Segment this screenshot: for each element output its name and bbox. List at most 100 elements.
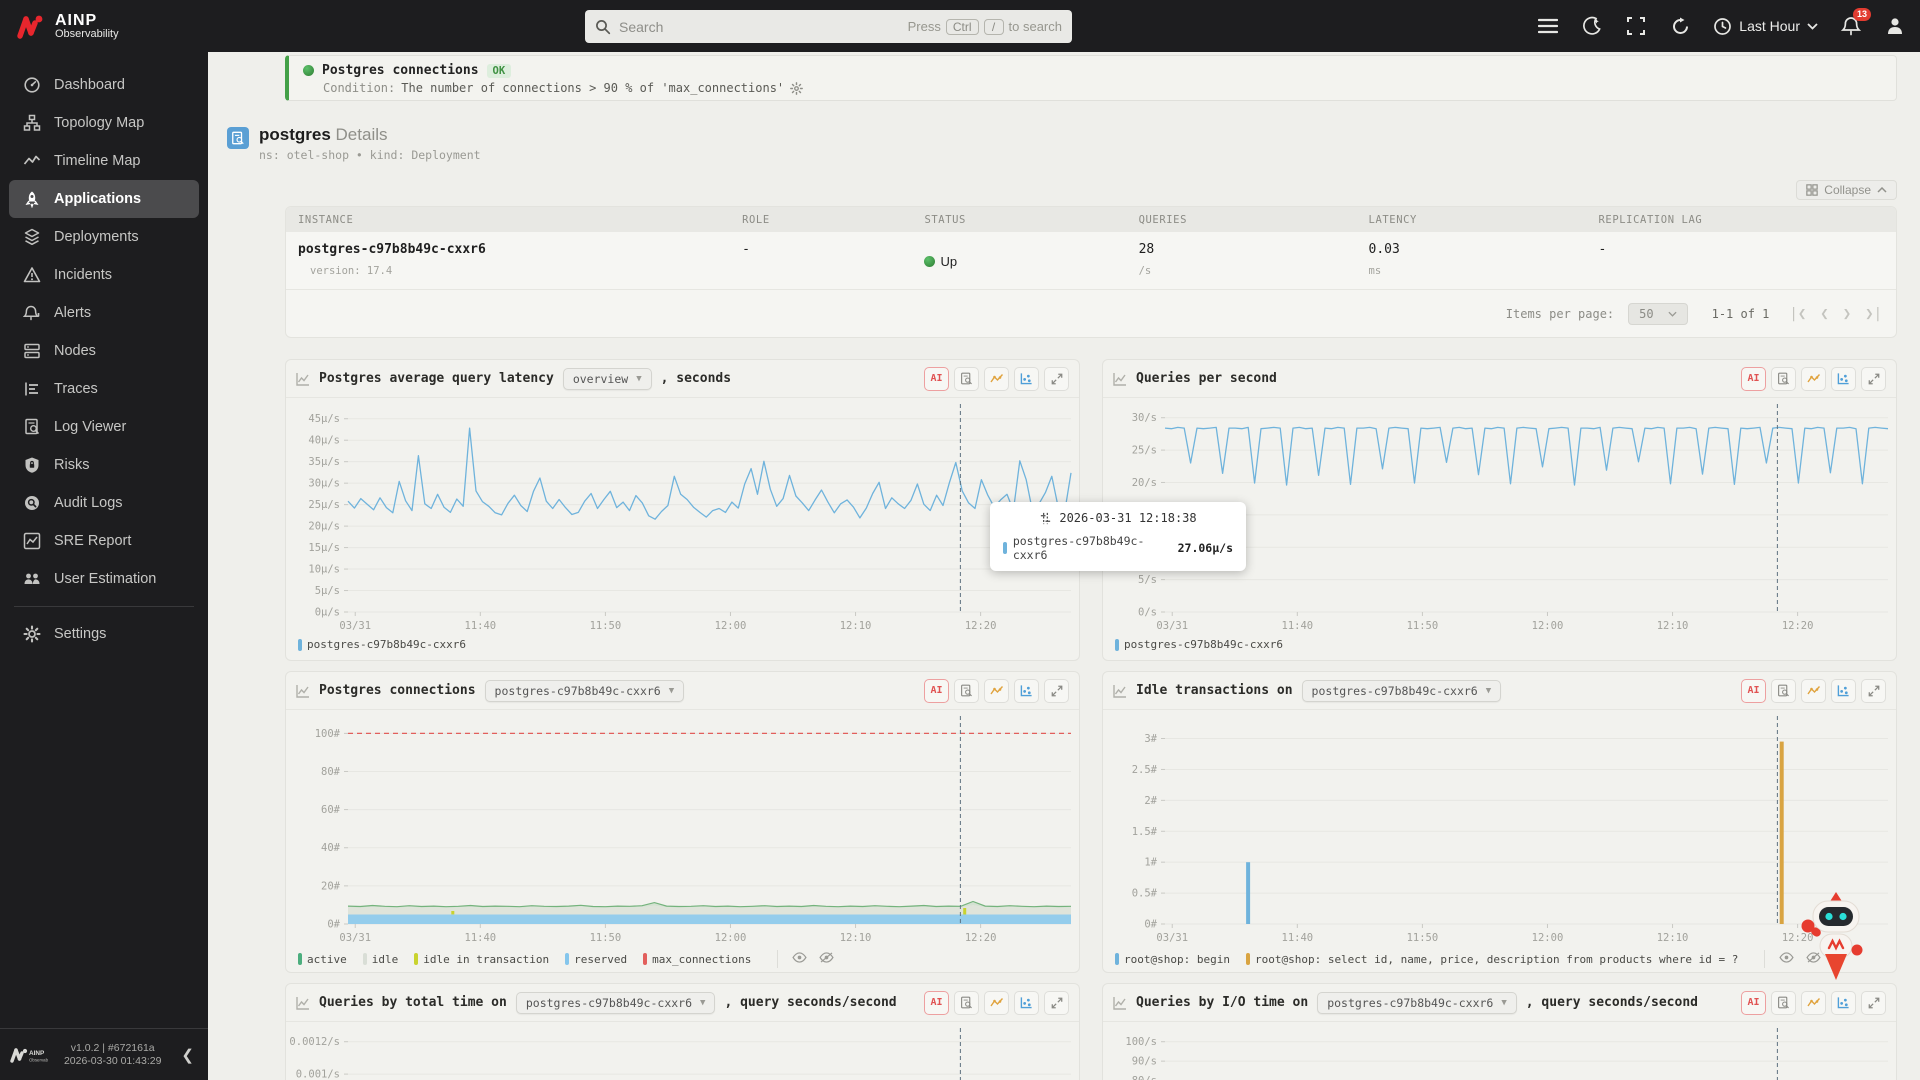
col-queries: QUERIES — [1138, 213, 1188, 226]
page-size-select[interactable]: 50 — [1628, 302, 1688, 325]
show-all-icon[interactable] — [792, 950, 808, 968]
sidebar-item-dashboard[interactable]: Dashboard — [9, 66, 199, 104]
refresh-icon[interactable] — [1669, 15, 1691, 37]
table-row[interactable]: postgres-c97b8b49c-cxxr6 version: 17.4 -… — [286, 232, 1896, 290]
assistant-robot-mascot[interactable] — [1799, 890, 1873, 999]
hide-all-icon[interactable] — [1806, 950, 1822, 968]
expand-button[interactable] — [1861, 678, 1886, 703]
last-page-button[interactable]: ❯| — [1865, 305, 1882, 322]
chart-plot-area[interactable]: 0/s0.0002/s0.0004/s0.0006/s0.0008/s0.001… — [286, 1022, 1079, 1080]
chart-scope-dropdown[interactable]: postgres-c97b8b49c-cxxr6 ▼ — [484, 679, 685, 702]
legend-item[interactable]: active — [298, 953, 347, 966]
scatter-view-button[interactable] — [1831, 990, 1856, 1015]
time-range-selector[interactable]: Last Hour — [1713, 17, 1818, 36]
svg-text:0.001/s: 0.001/s — [296, 1069, 340, 1080]
related-logs-button[interactable] — [954, 990, 979, 1015]
show-all-icon[interactable] — [1779, 950, 1795, 968]
menu-icon[interactable] — [1537, 15, 1559, 37]
ai-explain-button[interactable]: AI — [1741, 366, 1766, 391]
settings-icon — [23, 625, 41, 643]
legend-item[interactable]: max_connections — [643, 953, 751, 966]
chart-plot-area[interactable]: 0/s5/s10/s15/s20/s25/s30/s03/3111:4011:5… — [1103, 398, 1896, 634]
sidebar-item-log-viewer[interactable]: Log Viewer — [9, 408, 199, 446]
dark-mode-icon[interactable] — [1581, 15, 1603, 37]
related-logs-button[interactable] — [1771, 990, 1796, 1015]
sidebar-item-audit-logs[interactable]: Audit Logs — [9, 484, 199, 522]
anomaly-detection-button[interactable] — [1801, 678, 1826, 703]
fullscreen-icon[interactable] — [1625, 15, 1647, 37]
ai-explain-button[interactable]: AI — [924, 990, 949, 1015]
chart-scope-dropdown[interactable]: postgres-c97b8b49c-cxxr6 ▼ — [515, 991, 716, 1014]
scatter-view-button[interactable] — [1831, 366, 1856, 391]
chart-plot-area[interactable]: 0µ/s 5µ/s 10µ/s 15µ/s 20µ/s 25µ/s 30µ/s 35µ/s 40… — [286, 398, 1079, 634]
sidebar-item-incidents[interactable]: Incidents — [9, 256, 199, 294]
hide-all-icon[interactable] — [819, 950, 835, 968]
expand-button[interactable] — [1861, 366, 1886, 391]
scatter-view-button[interactable] — [1014, 678, 1039, 703]
sidebar-item-timeline-map[interactable]: Timeline Map — [9, 142, 199, 180]
chart-plot-area[interactable]: 0/s10/s20/s30/s40/s50/s60/s70/s80/s90/s1… — [1103, 1022, 1896, 1080]
sidebar-item-nodes[interactable]: Nodes — [9, 332, 199, 370]
anomaly-detection-button[interactable] — [1801, 990, 1826, 1015]
notifications-bell-icon[interactable]: 13 — [1840, 8, 1871, 37]
svg-text:0#: 0# — [327, 919, 340, 931]
first-page-button[interactable]: |❮ — [1789, 305, 1807, 322]
chart-scope-dropdown[interactable]: postgres-c97b8b49c-cxxr6 ▼ — [1317, 991, 1517, 1014]
deployments-icon — [23, 228, 41, 246]
instance-name[interactable]: postgres-c97b8b49c-cxxr6 — [298, 242, 486, 257]
collapse-button[interactable]: Collapse — [1796, 180, 1897, 200]
svg-text:2.5#: 2.5# — [1132, 764, 1158, 776]
ai-explain-button[interactable]: AI — [924, 678, 949, 703]
legend-item[interactable]: idle in transaction — [414, 953, 549, 966]
related-logs-button[interactable] — [1771, 366, 1796, 391]
legend-item[interactable]: postgres-c97b8b49c-cxxr6 — [1115, 638, 1283, 651]
sidebar-item-topology-map[interactable]: Topology Map — [9, 104, 199, 142]
scatter-view-button[interactable] — [1831, 678, 1856, 703]
sidebar-item-traces[interactable]: Traces — [9, 370, 199, 408]
legend-item[interactable]: root@shop: select id, name, price, descr… — [1245, 953, 1738, 966]
chart-scope-dropdown[interactable]: postgres-c97b8b49c-cxxr6 ▼ — [1301, 679, 1502, 702]
ai-explain-button[interactable]: AI — [924, 366, 949, 391]
scatter-view-button[interactable] — [1014, 990, 1039, 1015]
sidebar-item-deployments[interactable]: Deployments — [9, 218, 199, 256]
chart-plot-area[interactable]: 0# 20# 40# 60# 80# 100# 03/31 11:40 11:50 12:00 12… — [286, 710, 1079, 946]
col-replication-lag: REPLICATION LAG — [1598, 213, 1703, 226]
sidebar-item-applications[interactable]: Applications — [9, 180, 199, 218]
gear-icon[interactable] — [790, 81, 804, 95]
ai-explain-button[interactable]: AI — [1741, 990, 1766, 1015]
legend-item[interactable]: idle — [362, 953, 398, 966]
prev-page-button[interactable]: ❮ — [1820, 305, 1829, 322]
legend-item[interactable]: root@shop: begin — [1115, 953, 1230, 966]
anomaly-detection-button[interactable] — [984, 678, 1009, 703]
chart-scope-dropdown[interactable]: overview ▼ — [562, 367, 652, 390]
svg-text:12:20: 12:20 — [1782, 932, 1814, 944]
search-input[interactable] — [619, 18, 900, 35]
legend-item[interactable]: postgres-c97b8b49c-cxxr6 — [298, 638, 466, 651]
expand-button[interactable] — [1044, 366, 1069, 391]
related-logs-button[interactable] — [1771, 678, 1796, 703]
anomaly-detection-button[interactable] — [984, 990, 1009, 1015]
chart-icon — [296, 996, 309, 1010]
sidebar-item-sre-report[interactable]: SRE Report — [9, 522, 199, 560]
scatter-view-button[interactable] — [1014, 366, 1039, 391]
anomaly-detection-button[interactable] — [1801, 366, 1826, 391]
related-logs-button[interactable] — [954, 678, 979, 703]
sidebar-collapse-button[interactable]: ❮ — [181, 1046, 194, 1064]
sidebar-item-alerts[interactable]: Alerts — [9, 294, 199, 332]
next-page-button[interactable]: ❯ — [1842, 305, 1852, 322]
chart-plot-area[interactable]: 0# 0.5# 1# 1.5# 2# 2.5# 3# 03/31 11:40 11:50 12:00… — [1103, 710, 1896, 946]
alert-card[interactable]: Postgres connections OK Condition: The n… — [285, 55, 1897, 101]
sidebar-item-risks[interactable]: Risks — [9, 446, 199, 484]
expand-button[interactable] — [1044, 990, 1069, 1015]
alert-status-dot — [303, 65, 314, 76]
expand-button[interactable] — [1861, 990, 1886, 1015]
sidebar-item-user-estimation[interactable]: User Estimation — [9, 560, 199, 598]
search-bar[interactable]: Press Ctrl / to search — [585, 10, 1072, 43]
legend-item[interactable]: reserved — [565, 953, 627, 966]
user-avatar-icon[interactable] — [1884, 15, 1906, 37]
expand-button[interactable] — [1044, 678, 1069, 703]
related-logs-button[interactable] — [954, 366, 979, 391]
anomaly-detection-button[interactable] — [984, 366, 1009, 391]
sidebar-item-settings[interactable]: Settings — [9, 615, 199, 653]
ai-explain-button[interactable]: AI — [1741, 678, 1766, 703]
